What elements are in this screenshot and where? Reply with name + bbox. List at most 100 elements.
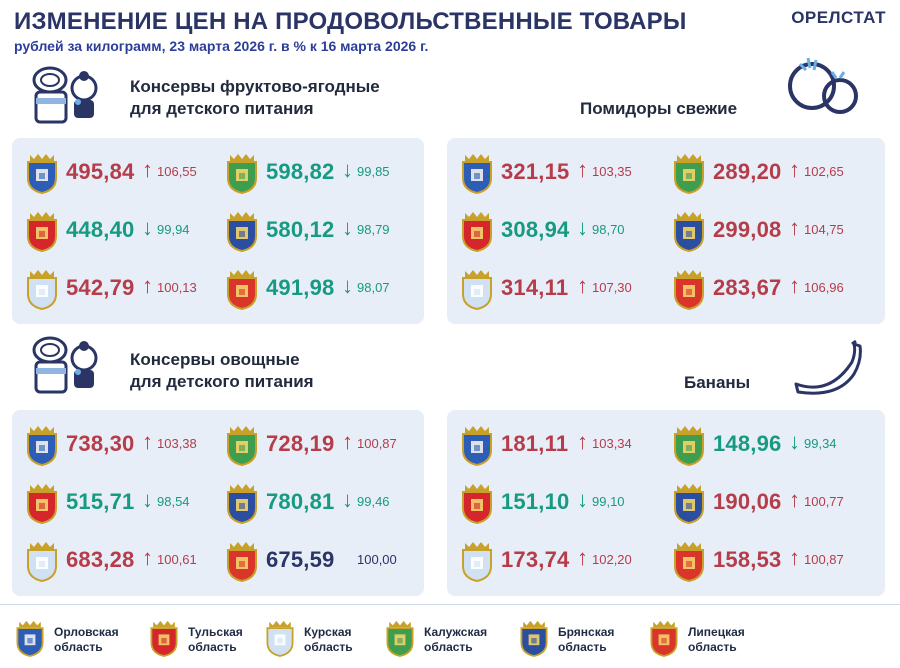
legend-item-kaluga: Калужская область [382,617,512,661]
arrow-up-icon: ↑ [577,545,588,570]
price-cell-vegetable-cans-kaluga: 728,19 ↑ 100,87 [222,417,432,473]
price-value: 448,40 [66,217,135,242]
section-title-bananas: Бананы [684,373,751,392]
arrow-down-icon: ↓ [789,429,800,454]
price-cell-tomatoes-bryansk: 299,08 ↑ 104,75 [669,203,879,259]
price-index-percent: 106,55 [157,164,197,179]
panel-vegetable-cans [12,410,424,596]
price-value: 173,74 [501,547,570,572]
price-value: 515,71 [66,489,135,514]
price-index-percent: 107,30 [592,280,632,295]
legend-label: Тульская область [188,625,243,654]
arrow-up-icon: ↑ [142,545,153,570]
arrow-up-icon: ↑ [142,429,153,454]
panel-bananas [447,410,885,596]
panel-tomatoes [447,138,885,324]
orel-crest-icon [457,151,497,195]
price-cell-tomatoes-lipetsk: 283,67 ↑ 106,96 [669,261,879,317]
bryansk-crest-icon [222,209,262,253]
kaluga-crest-icon [222,151,262,195]
kaluga-crest-icon [222,423,262,467]
price-index-percent: 106,96 [804,280,844,295]
kursk-crest-icon [457,267,497,311]
price-value: 683,28 [66,547,135,572]
legend: Орловская область Тульская область Курская… [0,604,900,668]
orel-crest-icon [457,423,497,467]
bryansk-crest-icon [516,617,552,659]
arrow-up-icon: ↑ [342,429,353,454]
price-cell-tomatoes-orel: 321,15 ↑ 103,35 [457,145,667,201]
price-value: 491,98 [266,275,335,300]
tula-crest-icon [146,617,182,659]
price-value: 780,81 [266,489,335,514]
lipetsk-crest-icon [646,617,682,659]
baby-food-jar-icon [32,66,98,124]
price-value: 738,30 [66,431,135,456]
price-value: 308,94 [501,217,570,242]
kaluga-crest-icon [669,423,709,467]
price-value: 675,59 [266,547,335,572]
section-title-fruit-berry-cans: Консервы фруктово-ягодные для детского пи… [130,77,380,118]
orel-crest-icon [22,151,62,195]
tula-crest-icon [22,209,62,253]
price-index-percent: 103,35 [592,164,632,179]
kursk-crest-icon [22,267,62,311]
arrow-up-icon: ↑ [577,429,588,454]
kursk-crest-icon [457,539,497,583]
kaluga-crest-icon [382,617,418,659]
price-cell-tomatoes-kaluga: 289,20 ↑ 102,65 [669,145,879,201]
price-index-percent: 103,38 [157,436,197,451]
arrow-down-icon: ↓ [342,215,353,240]
price-index-percent: 100,87 [804,552,844,567]
legend-label: Курская область [304,625,353,654]
legend-item-orel: Орловская область [12,617,142,661]
arrow-up-icon: ↑ [577,273,588,298]
price-index-percent: 99,85 [357,164,390,179]
price-value: 181,11 [501,431,569,456]
price-cell-bananas-bryansk: 190,06 ↑ 100,77 [669,475,879,531]
price-value: 299,08 [713,217,782,242]
price-index-percent: 98,54 [157,494,190,509]
price-index-percent: 100,00 [357,552,397,567]
price-index-percent: 100,13 [157,280,197,295]
legend-label: Брянская область [558,625,615,654]
lipetsk-crest-icon [669,267,709,311]
price-value: 190,06 [713,489,782,514]
price-value: 728,19 [266,431,335,456]
arrow-down-icon: ↓ [142,487,153,512]
arrow-down-icon: ↓ [577,215,588,240]
brand-logo: ОРЕЛСТАТ [791,8,886,27]
price-value: 158,53 [713,547,782,572]
price-index-percent: 98,07 [357,280,390,295]
price-cell-bananas-kursk: 173,74 ↑ 102,20 [457,533,667,589]
price-cell-vegetable-cans-bryansk: 780,81 ↓ 99,46 [222,475,432,531]
price-index-percent: 99,34 [804,436,837,451]
price-cell-bananas-lipetsk: 158,53 ↑ 100,87 [669,533,879,589]
arrow-down-icon: ↓ [577,487,588,512]
price-value: 598,82 [266,159,335,184]
page-subtitle: рублей за килограмм, 23 марта 2026 г. в … [14,38,429,54]
price-cell-vegetable-cans-orel: 738,30 ↑ 103,38 [22,417,232,473]
price-index-percent: 98,79 [357,222,390,237]
bryansk-crest-icon [222,481,262,525]
price-cell-bananas-orel: 181,11 ↑ 103,34 [457,417,667,473]
bryansk-crest-icon [669,209,709,253]
price-index-percent: 99,46 [357,494,390,509]
price-value: 542,79 [66,275,135,300]
price-index-percent: 99,94 [157,222,190,237]
legend-label: Липецкая область [688,625,745,654]
arrow-up-icon: ↑ [142,273,153,298]
kursk-crest-icon [22,539,62,583]
legend-item-bryansk: Брянская область [516,617,646,661]
price-value: 148,96 [713,431,782,456]
price-value: 151,10 [501,489,570,514]
price-cell-fruit-berry-cans-kursk: 542,79 ↑ 100,13 [22,261,232,317]
legend-item-kursk: Курская область [262,617,392,661]
price-cell-vegetable-cans-tula: 515,71 ↓ 98,54 [22,475,232,531]
banana-icon [794,340,862,395]
section-title-tomatoes: Помидоры свежие [580,99,738,118]
panel-fruit-berry-cans [12,138,424,324]
orel-crest-icon [22,423,62,467]
price-value: 289,20 [713,159,782,184]
lipetsk-crest-icon [222,539,262,583]
